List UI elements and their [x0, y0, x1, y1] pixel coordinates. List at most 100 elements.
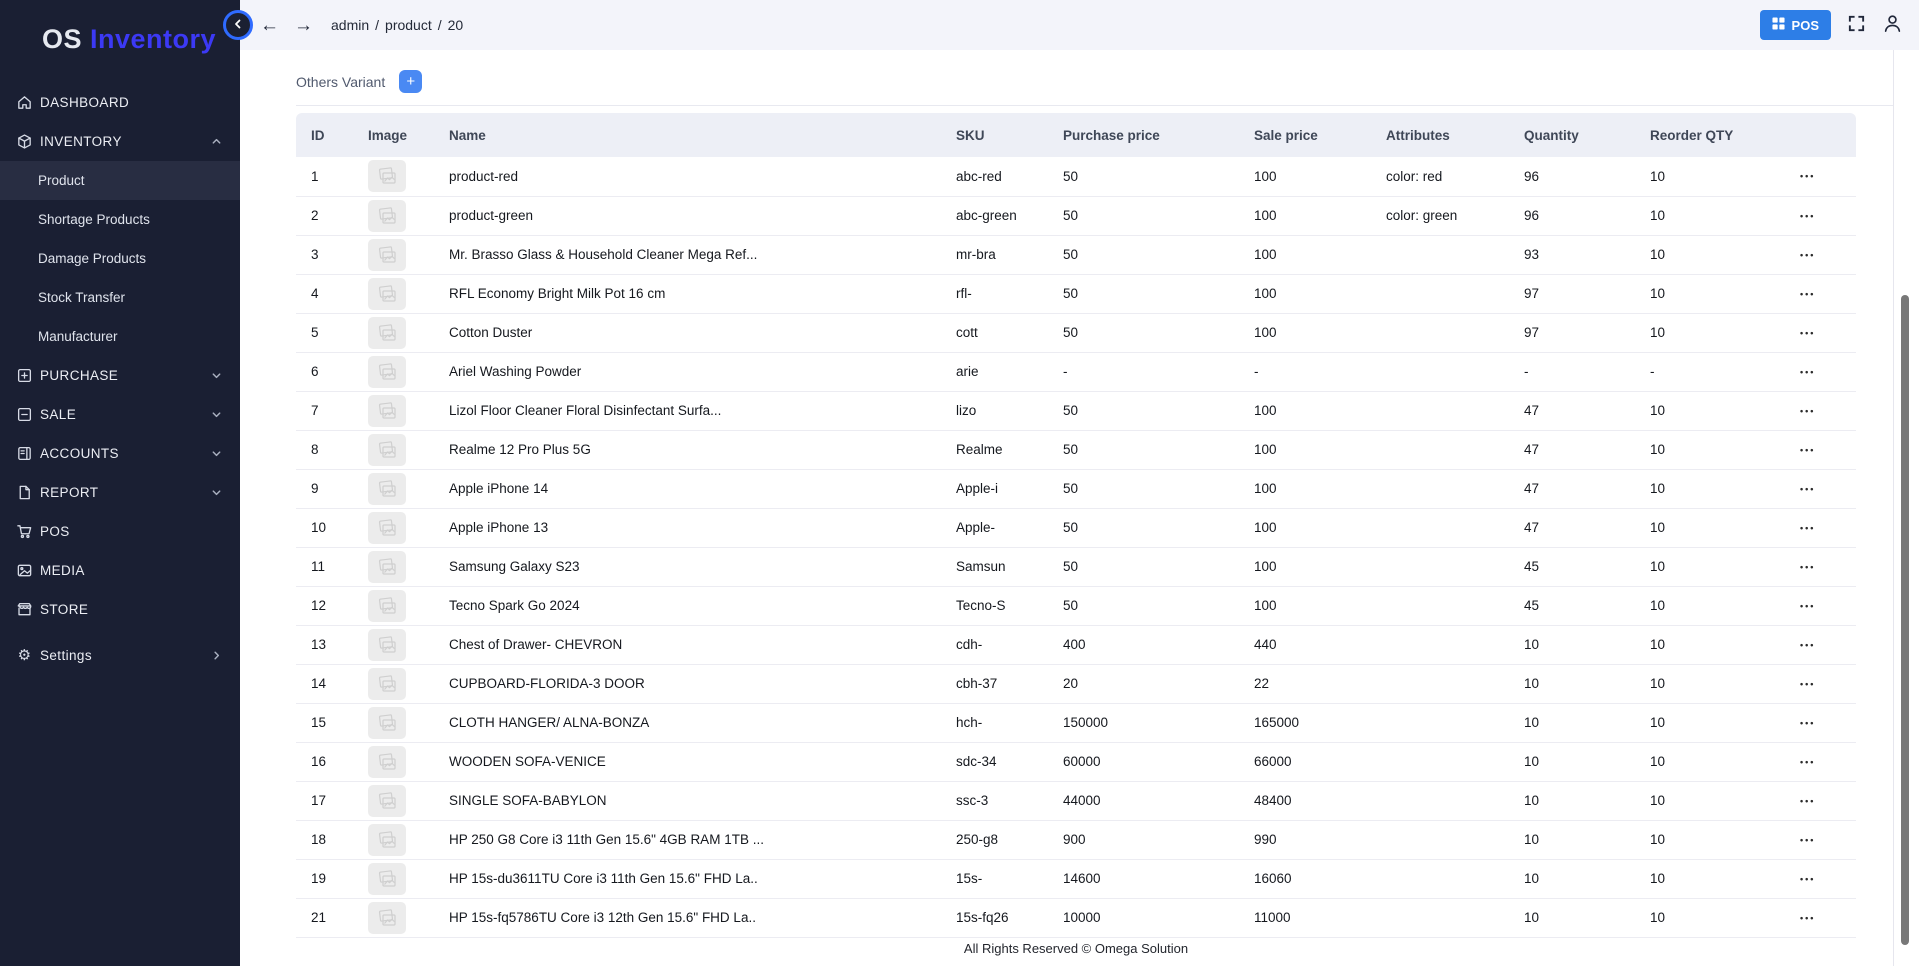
row-actions-button[interactable]: ••• — [1800, 717, 1816, 728]
table-row: 21 HP 15s-fq5786TU Core i3 12th Gen 15.6"… — [296, 898, 1856, 938]
sidebar-item-manufacturer[interactable]: Manufacturer — [0, 317, 240, 356]
gear-icon: ⚙ — [17, 647, 32, 664]
row-actions-button[interactable]: ••• — [1800, 600, 1816, 611]
sidebar-item-media[interactable]: MEDIA — [0, 551, 240, 590]
sidebar-item-inventory[interactable]: INVENTORY — [0, 122, 240, 161]
sidebar-item-settings[interactable]: ⚙ Settings — [0, 636, 240, 675]
user-menu-button[interactable] — [1882, 13, 1903, 37]
sidebar-item-dashboard[interactable]: DASHBOARD — [0, 83, 240, 122]
table-cell — [1378, 703, 1516, 743]
table-cell: 10 — [1642, 235, 1790, 275]
table-cell: 18 — [296, 820, 360, 860]
sidebar-item-label: DASHBOARD — [40, 95, 130, 110]
sidebar-item-product[interactable]: Product — [0, 161, 240, 200]
row-actions-button[interactable]: ••• — [1800, 483, 1816, 494]
table-cell: product-green — [441, 196, 948, 236]
row-actions-button[interactable]: ••• — [1800, 678, 1816, 689]
row-actions-button[interactable]: ••• — [1800, 756, 1816, 767]
chevron-up-icon — [211, 136, 222, 147]
table-row: 19 HP 15s-du3611TU Core i3 11th Gen 15.6"… — [296, 859, 1856, 899]
row-actions-button[interactable]: ••• — [1800, 873, 1816, 884]
row-actions-button[interactable]: ••• — [1800, 834, 1816, 845]
row-actions-button[interactable]: ••• — [1800, 561, 1816, 572]
row-actions-button[interactable]: ••• — [1800, 366, 1816, 377]
breadcrumb-product[interactable]: product — [385, 17, 432, 33]
table-cell: 10 — [1642, 898, 1790, 938]
row-actions-button[interactable]: ••• — [1800, 171, 1816, 182]
sidebar-item-shortage-products[interactable]: Shortage Products — [0, 200, 240, 239]
table-cell: WOODEN SOFA-VENICE — [441, 742, 948, 782]
row-actions-button[interactable]: ••• — [1800, 912, 1816, 923]
section-bar: Others Variant + — [296, 50, 1893, 106]
sidebar-item-label: POS — [40, 524, 70, 539]
row-actions-button[interactable]: ••• — [1800, 327, 1816, 338]
table-cell: product-red — [441, 157, 948, 197]
fullscreen-icon — [1847, 14, 1866, 36]
table-cell: 900 — [1055, 820, 1246, 860]
row-actions-button[interactable]: ••• — [1800, 522, 1816, 533]
image-cell — [360, 508, 441, 548]
table-cell: 17 — [296, 781, 360, 821]
table-cell — [1378, 664, 1516, 704]
table-cell: 15 — [296, 703, 360, 743]
image-cell — [360, 547, 441, 587]
image-cell — [360, 313, 441, 353]
sidebar-item-pos[interactable]: POS — [0, 512, 240, 551]
sidebar-item-store[interactable]: STORE — [0, 590, 240, 629]
sidebar-item-purchase[interactable]: PURCHASE — [0, 356, 240, 395]
sidebar-item-stock-transfer[interactable]: Stock Transfer — [0, 278, 240, 317]
table-cell: Mr. Brasso Glass & Household Cleaner Meg… — [441, 235, 948, 275]
table-cell: Tecno-S — [948, 586, 1055, 626]
sidebar-item-label: ACCOUNTS — [40, 446, 119, 461]
table-row: 5 Cotton Duster cott 50 100 97 10 ••• — [296, 313, 1856, 353]
product-image-placeholder-icon — [368, 706, 406, 739]
product-image-placeholder-icon — [368, 472, 406, 505]
history-forward-icon[interactable]: → — [294, 14, 313, 36]
table-cell: 250-g8 — [948, 820, 1055, 860]
table-cell: 4 — [296, 274, 360, 314]
row-actions-button[interactable]: ••• — [1800, 288, 1816, 299]
row-actions-button[interactable]: ••• — [1800, 639, 1816, 650]
table-cell: Realme 12 Pro Plus 5G — [441, 430, 948, 470]
pos-button-label: POS — [1791, 17, 1819, 33]
sidebar-item-report[interactable]: REPORT — [0, 473, 240, 512]
row-actions-button[interactable]: ••• — [1800, 249, 1816, 260]
table-cell: sdc-34 — [948, 742, 1055, 782]
table-cell: 10 — [1642, 313, 1790, 353]
table-cell: 11 — [296, 547, 360, 587]
table-cell: 10 — [1642, 391, 1790, 431]
row-actions-button[interactable]: ••• — [1800, 444, 1816, 455]
table-cell: Apple iPhone 14 — [441, 469, 948, 509]
table-row: 8 Realme 12 Pro Plus 5G Realme 50 100 47 10 ••• — [296, 430, 1856, 470]
table-row: 13 Chest of Drawer- CHEVRON cdh- 400 440 10 10… — [296, 625, 1856, 665]
pos-button[interactable]: POS — [1759, 10, 1831, 40]
fullscreen-button[interactable] — [1847, 14, 1866, 36]
sidebar-item-sale[interactable]: SALE — [0, 395, 240, 434]
row-actions-button[interactable]: ••• — [1800, 405, 1816, 416]
breadcrumb-admin[interactable]: admin — [331, 17, 370, 33]
table-cell: Tecno Spark Go 2024 — [441, 586, 948, 626]
sidebar-item-accounts[interactable]: ACCOUNTS — [0, 434, 240, 473]
cube-icon — [16, 133, 33, 150]
table-cell: mr-bra — [948, 235, 1055, 275]
sidebar-collapse-button[interactable] — [223, 10, 253, 40]
sidebar-item-damage-products[interactable]: Damage Products — [0, 239, 240, 278]
actions-cell: ••• — [1790, 235, 1856, 275]
row-actions-button[interactable]: ••• — [1800, 795, 1816, 806]
breadcrumb-id[interactable]: 20 — [447, 17, 464, 33]
history-back-icon[interactable]: ← — [260, 14, 279, 36]
table-cell: 10 — [1642, 274, 1790, 314]
table-cell: 100 — [1246, 508, 1378, 548]
product-image-placeholder-icon — [368, 277, 406, 310]
table-cell: cdh- — [948, 625, 1055, 665]
sidebar-item-label: INVENTORY — [40, 134, 122, 149]
row-actions-button[interactable]: ••• — [1800, 210, 1816, 221]
table-cell: 50 — [1055, 508, 1246, 548]
table-row: 14 CUPBOARD-FLORIDA-3 DOOR cbh-37 20 22 10 10 •… — [296, 664, 1856, 704]
sidebar-item-label: Shortage Products — [38, 212, 150, 227]
sidebar-item-label: Settings — [40, 648, 92, 663]
scrollbar-thumb[interactable] — [1901, 295, 1909, 945]
table-cell: 45 — [1516, 586, 1642, 626]
scrollbar-track — [1893, 50, 1894, 966]
add-variant-button[interactable]: + — [399, 70, 423, 93]
